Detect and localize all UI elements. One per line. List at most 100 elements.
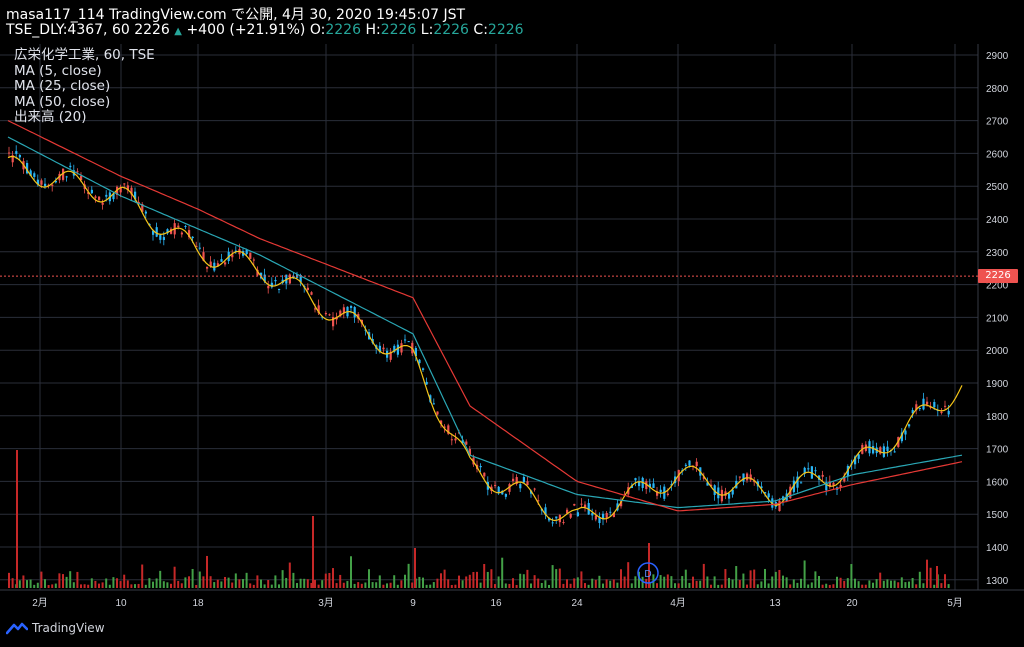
brand-name: TradingView xyxy=(32,621,105,635)
volume-bar xyxy=(933,584,936,588)
volume-bar xyxy=(18,580,21,588)
volume-bar xyxy=(40,571,43,588)
candle-body xyxy=(512,478,515,482)
candle-body xyxy=(764,492,767,494)
svg-text:D: D xyxy=(644,569,651,580)
dividend-event-marker[interactable]: D xyxy=(637,562,659,584)
candle-body xyxy=(551,522,554,524)
candle-body xyxy=(447,425,450,434)
candle-body xyxy=(87,191,90,195)
volume-bar xyxy=(450,584,453,588)
candle-body xyxy=(468,448,471,456)
candle-body xyxy=(706,482,709,486)
close-value: 2226 xyxy=(487,22,524,38)
candle-body xyxy=(738,476,741,478)
volume-bar xyxy=(558,568,561,588)
volume-bar xyxy=(778,569,781,588)
candle-body xyxy=(224,262,227,265)
volume-bar xyxy=(425,584,428,588)
volume-bar xyxy=(918,571,921,588)
volume-bar xyxy=(22,575,25,588)
volume-bar xyxy=(551,565,554,588)
volume-bar xyxy=(83,584,86,588)
volume-bar xyxy=(224,576,226,588)
legend-volume[interactable]: 出来高 (20) xyxy=(14,109,87,125)
candle-body xyxy=(188,230,191,238)
candle-body xyxy=(65,176,68,178)
volume-bar xyxy=(47,584,50,588)
legend-ma50[interactable]: MA (50, close) xyxy=(14,93,111,110)
candle-body xyxy=(537,500,540,502)
candle-body xyxy=(555,516,558,519)
volume-bar xyxy=(789,584,792,588)
candle-body xyxy=(526,481,529,486)
volume-bar xyxy=(33,584,36,588)
candle-body xyxy=(130,187,133,195)
volume-bar xyxy=(684,569,687,588)
volume-bar xyxy=(198,571,201,588)
volume-bar xyxy=(850,564,853,588)
price-tick-2900: 2900 xyxy=(986,51,1009,62)
volume-bar xyxy=(476,571,478,588)
time-tick-10: 5月 xyxy=(947,597,963,609)
price-tick-1600: 1600 xyxy=(986,477,1009,488)
legend-ma5[interactable]: MA (5, close) xyxy=(14,62,102,79)
volume-bar xyxy=(573,578,576,588)
candle-body xyxy=(350,306,353,308)
candle-body xyxy=(378,345,381,352)
volume-bar xyxy=(832,584,835,588)
volume-bar xyxy=(306,579,309,588)
legend-ma25[interactable]: MA (25, close) xyxy=(14,78,111,94)
volume-bar xyxy=(137,583,140,588)
tradingview-logo[interactable]: TradingView xyxy=(6,621,105,635)
price-axis[interactable]: 2900 2800 2700 2600 2500 2400 2300 2200 2100 2000… xyxy=(986,51,1009,587)
volume-bar xyxy=(749,570,752,588)
volume-bar xyxy=(666,574,669,588)
volume-bar xyxy=(681,576,684,588)
candle-body xyxy=(33,173,36,177)
volume-bar xyxy=(206,555,208,588)
volume-bar xyxy=(238,579,241,588)
volume-bar xyxy=(324,573,327,588)
time-axis[interactable]: 2月 10 18 3月 9 16 24 4月 13 20 5月 xyxy=(32,597,963,609)
indicator-legend[interactable]: 広栄化学工業, 60, TSE MA (5, close) MA (25, cl… xyxy=(14,47,155,126)
candle-body xyxy=(137,201,140,204)
volume-bar xyxy=(51,584,54,588)
volume-bar xyxy=(281,570,284,588)
candle-body xyxy=(724,491,727,496)
volume-bar xyxy=(8,572,10,588)
volume-bar xyxy=(195,584,198,588)
volume-bar xyxy=(767,583,770,588)
volume-bar xyxy=(256,575,259,588)
volume-bar xyxy=(508,583,511,588)
candle-body xyxy=(231,254,234,258)
ma-line-0 xyxy=(7,155,963,522)
candle-body xyxy=(314,308,317,310)
volume-bar xyxy=(742,573,745,588)
candle-body xyxy=(152,230,155,235)
volume-bar xyxy=(904,582,907,588)
candle-body xyxy=(900,432,903,442)
volume-bar xyxy=(861,584,864,588)
volume-bar xyxy=(312,516,314,588)
volume-bar xyxy=(116,578,118,588)
volume-bar xyxy=(112,577,115,588)
candle-body xyxy=(256,269,259,276)
candle-body xyxy=(746,473,749,481)
volume-bar xyxy=(418,576,421,588)
volume-bar xyxy=(317,584,320,588)
candle-body xyxy=(310,292,313,295)
volume-bar xyxy=(72,582,75,588)
candle-body xyxy=(926,401,929,405)
candle-body xyxy=(245,249,248,255)
volume-bar xyxy=(641,576,644,588)
candle-body xyxy=(141,204,144,212)
candle-body xyxy=(404,339,407,341)
legend-symbol[interactable]: 広栄化学工業, 60, TSE xyxy=(14,47,155,63)
candle-body xyxy=(105,194,108,197)
candle-body xyxy=(508,484,511,492)
volume-bar xyxy=(915,584,918,588)
volume-bar xyxy=(54,583,57,588)
volume-bar xyxy=(447,579,450,588)
